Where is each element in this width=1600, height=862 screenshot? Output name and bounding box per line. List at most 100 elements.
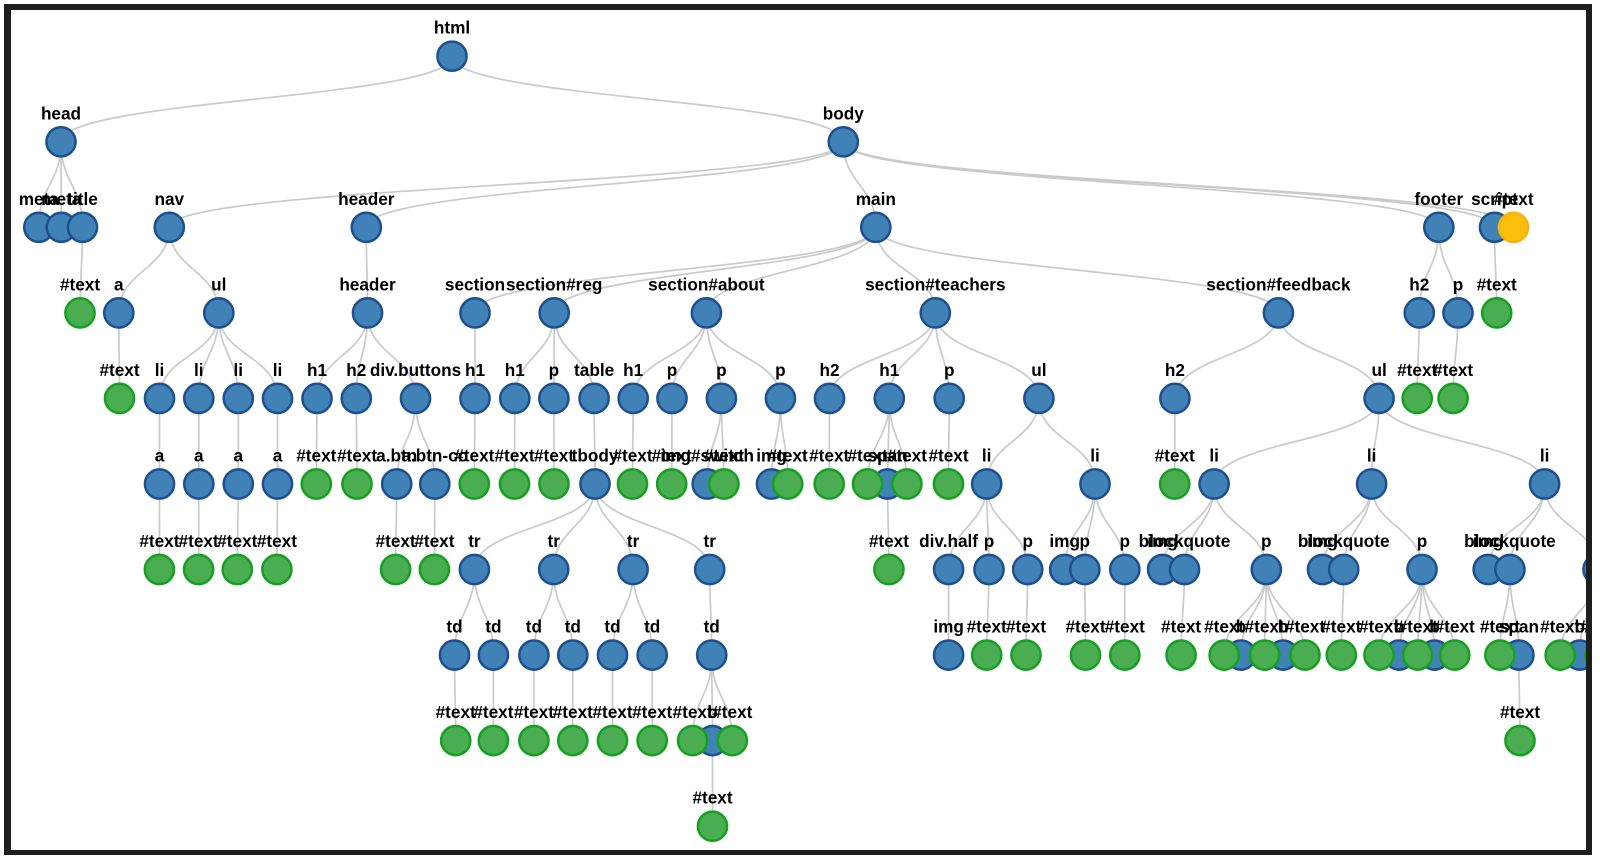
- svg-text:img: img: [1473, 531, 1504, 551]
- svg-text:h1: h1: [623, 360, 643, 380]
- svg-text:td: td: [485, 617, 501, 637]
- svg-text:#text: #text: [1359, 617, 1399, 637]
- svg-text:td: td: [446, 617, 462, 637]
- svg-text:#text: #text: [632, 702, 672, 722]
- svg-text:li: li: [1540, 446, 1550, 466]
- svg-text:td: td: [565, 617, 581, 637]
- svg-text:footer: footer: [1414, 189, 1463, 209]
- svg-text:blockquote: blockquote: [1298, 531, 1390, 551]
- svg-text:section#feedback: section#feedback: [1206, 274, 1351, 294]
- svg-text:#text: #text: [1500, 702, 1540, 722]
- svg-text:section: section: [445, 274, 505, 294]
- svg-text:img: img: [1147, 531, 1178, 551]
- svg-text:b: b: [1236, 617, 1247, 637]
- svg-text:#text: #text: [494, 446, 534, 466]
- svg-text:#text: #text: [1493, 189, 1533, 209]
- svg-text:body: body: [823, 103, 864, 123]
- svg-text:span: span: [868, 446, 908, 466]
- svg-text:a: a: [273, 446, 283, 466]
- svg-text:h1: h1: [505, 360, 525, 380]
- svg-text:header: header: [338, 189, 395, 209]
- svg-text:head: head: [41, 103, 81, 123]
- svg-text:li: li: [1090, 446, 1100, 466]
- svg-text:tr: tr: [468, 531, 481, 551]
- svg-text:#text: #text: [139, 531, 179, 551]
- svg-text:p: p: [944, 360, 955, 380]
- svg-text:a: a: [194, 446, 204, 466]
- svg-text:img#switch: img#switch: [660, 446, 754, 466]
- svg-text:h2: h2: [346, 360, 366, 380]
- svg-text:h1: h1: [465, 360, 485, 380]
- svg-text:#text: #text: [1321, 617, 1361, 637]
- svg-text:#text: #text: [553, 702, 593, 722]
- svg-text:a: a: [234, 446, 244, 466]
- svg-text:li: li: [234, 360, 244, 380]
- svg-text:a.btn: a.btn: [376, 446, 417, 466]
- svg-text:p: p: [984, 531, 995, 551]
- svg-text:section#teachers: section#teachers: [865, 274, 1005, 294]
- svg-text:p: p: [1022, 531, 1033, 551]
- svg-text:#text: #text: [592, 702, 632, 722]
- svg-text:#text: #text: [1477, 274, 1517, 294]
- svg-text:main: main: [856, 189, 896, 209]
- svg-text:p: p: [1120, 531, 1131, 551]
- svg-text:#text: #text: [1397, 360, 1437, 380]
- svg-text:h2: h2: [1165, 360, 1185, 380]
- svg-text:li: li: [155, 360, 165, 380]
- svg-text:td: td: [644, 617, 660, 637]
- svg-text:a: a: [114, 274, 124, 294]
- svg-text:p: p: [1453, 274, 1464, 294]
- svg-text:a.btn-co: a.btn-co: [401, 446, 468, 466]
- svg-text:ul: ul: [211, 274, 226, 294]
- svg-text:#text: #text: [1204, 617, 1244, 637]
- svg-text:#text: #text: [967, 617, 1007, 637]
- svg-text:tr: tr: [547, 531, 560, 551]
- svg-text:#text: #text: [1285, 617, 1325, 637]
- svg-text:b: b: [1429, 617, 1440, 637]
- svg-text:#text: #text: [337, 446, 377, 466]
- svg-text:#text: #text: [612, 446, 652, 466]
- svg-text:#text: #text: [869, 531, 909, 551]
- svg-text:#text: #text: [692, 788, 732, 808]
- svg-text:#text: #text: [514, 702, 554, 722]
- svg-text:#text: #text: [1435, 617, 1475, 637]
- svg-text:#text: #text: [1433, 360, 1473, 380]
- svg-text:img: img: [1049, 531, 1080, 551]
- svg-text:tr: tr: [703, 531, 716, 551]
- svg-text:#text: #text: [1580, 617, 1586, 637]
- svg-text:img: img: [756, 446, 787, 466]
- svg-text:td: td: [604, 617, 620, 637]
- svg-text:img: img: [933, 617, 964, 637]
- svg-text:li: li: [982, 446, 992, 466]
- svg-text:b: b: [1278, 617, 1289, 637]
- svg-text:#text: #text: [768, 446, 808, 466]
- svg-text:#text: #text: [847, 446, 887, 466]
- svg-text:#text: #text: [887, 446, 927, 466]
- svg-text:section#about: section#about: [648, 274, 765, 294]
- svg-text:a: a: [155, 446, 165, 466]
- svg-text:#text: #text: [414, 531, 454, 551]
- svg-text:#text: #text: [1398, 617, 1438, 637]
- svg-text:section#reg: section#reg: [506, 274, 602, 294]
- svg-text:h2: h2: [819, 360, 839, 380]
- svg-text:title: title: [67, 189, 98, 209]
- svg-text:#text: #text: [1480, 617, 1520, 637]
- svg-text:table: table: [574, 360, 614, 380]
- svg-text:meta: meta: [41, 189, 82, 209]
- svg-text:span: span: [1499, 617, 1539, 637]
- svg-text:#text: #text: [1065, 617, 1105, 637]
- svg-text:h1: h1: [879, 360, 899, 380]
- svg-text:#text: #text: [376, 531, 416, 551]
- svg-text:header: header: [339, 274, 396, 294]
- svg-text:img: img: [1307, 531, 1338, 551]
- svg-text:p: p: [1080, 531, 1091, 551]
- svg-text:#text: #text: [809, 446, 849, 466]
- svg-text:p: p: [716, 360, 727, 380]
- svg-text:meta: meta: [19, 189, 60, 209]
- svg-text:#text: #text: [1105, 617, 1145, 637]
- svg-text:#text: #text: [436, 702, 476, 722]
- svg-text:#text: #text: [60, 274, 100, 294]
- svg-text:#text: #text: [179, 531, 219, 551]
- svg-text:li: li: [194, 360, 204, 380]
- svg-text:div.buttons: div.buttons: [370, 360, 461, 380]
